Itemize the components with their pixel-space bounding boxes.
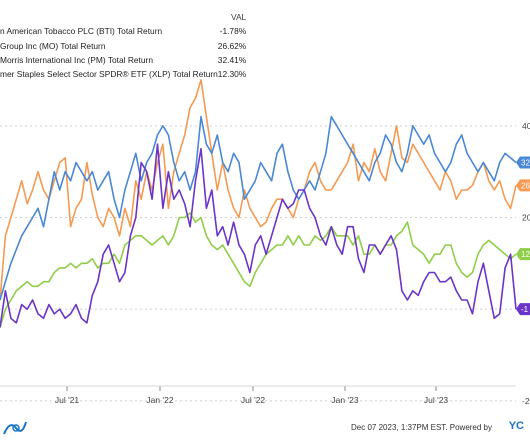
- y-tick-label: 20: [522, 213, 530, 223]
- legend-label: Group Inc (MO) Total Return: [0, 40, 106, 51]
- legend-row: n American Tobacco PLC (BTI) Total Retur…: [0, 24, 252, 38]
- series-line: [0, 212, 517, 328]
- x-tick-label: Jan '23: [331, 395, 358, 405]
- series-line: [0, 79, 517, 301]
- legend-row: Group Inc (MO) Total Return 26.62%: [0, 39, 252, 53]
- svg-text:26: 26: [521, 181, 530, 190]
- legend-value: 26.62%: [217, 40, 247, 51]
- x-tick-label: Jul '21: [55, 395, 80, 405]
- x-axis: Jul '21 Jan '22 Jul '22 Jan '23 Jul '23: [0, 385, 516, 405]
- svg-text:32: 32: [521, 159, 530, 168]
- y-tick-label: 40: [522, 121, 530, 131]
- x-tick-label: Jul '23: [424, 395, 449, 405]
- legend-label: Morris International Inc (PM) Total Retu…: [0, 55, 153, 66]
- legend-row: Morris International Inc (PM) Total Retu…: [0, 53, 252, 67]
- legend-value: 12.30%: [217, 69, 247, 80]
- legend-table: VAL n American Tobacco PLC (BTI) Total R…: [0, 10, 252, 81]
- end-value-badge: -1: [516, 303, 530, 316]
- series-lines: [0, 79, 517, 328]
- legend-header-row: VAL: [0, 10, 252, 24]
- series-line: [0, 115, 517, 301]
- footer-timestamp: Dec 07 2023, 1:37PM EST. Powered by: [351, 423, 492, 432]
- legend-value: -1.78%: [219, 26, 247, 37]
- end-value-badge: 32: [516, 156, 530, 169]
- svg-text:12: 12: [521, 250, 530, 259]
- footer: Dec 07 2023, 1:37PM EST. Powered by YC: [0, 416, 530, 442]
- legend-label: mer Staples Select Sector SPDR® ETF (XLP…: [0, 69, 218, 80]
- end-value-labels: 32 26 12 -1: [516, 156, 530, 316]
- x-tick-label: Jul '22: [241, 395, 266, 405]
- footer-brand[interactable]: YC: [508, 420, 524, 432]
- series-line: [0, 143, 517, 328]
- end-value-badge: 12: [516, 248, 530, 261]
- legend-label: n American Tobacco PLC (BTI) Total Retur…: [0, 26, 163, 37]
- gridlines: [0, 125, 516, 402]
- end-value-badge: 26: [516, 179, 530, 192]
- legend-header-val: VAL: [230, 12, 247, 23]
- x-tick-label: Jan '22: [146, 395, 173, 405]
- ycharts-logo-icon: [3, 421, 27, 435]
- legend-value: 32.41%: [217, 55, 247, 66]
- svg-text:-1: -1: [521, 305, 529, 314]
- y-tick-label: -20: [522, 396, 530, 406]
- legend-row: mer Staples Select Sector SPDR® ETF (XLP…: [0, 67, 252, 81]
